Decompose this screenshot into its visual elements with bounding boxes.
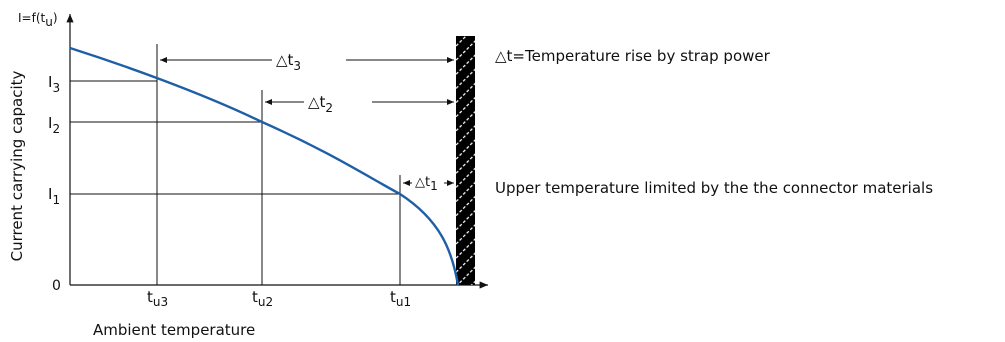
x-axis-title: Ambient temperature xyxy=(93,321,255,339)
origin-label: 0 xyxy=(52,278,61,294)
current-label-2: I2 xyxy=(48,114,60,136)
delta-label-2: △t2 xyxy=(308,93,333,115)
current-label-3: I3 xyxy=(48,73,60,95)
temp-label-2: tu2 xyxy=(252,288,273,309)
delta-label-3: △t3 xyxy=(276,51,301,73)
temp-label-3: tu3 xyxy=(147,288,168,309)
temperature-limit-bar xyxy=(456,36,475,285)
delta-legend: △t=Temperature rise by strap power xyxy=(495,47,771,65)
current-label-1: I1 xyxy=(48,185,60,207)
limit-note: Upper temperature limited by the the con… xyxy=(495,179,933,197)
y-function-label: I=f(tu) xyxy=(18,11,58,29)
delta-label-1: △t1 xyxy=(415,175,438,193)
derating-curve xyxy=(69,46,460,286)
temp-label-1: tu1 xyxy=(390,288,411,309)
y-axis-title: Current carrying capacity xyxy=(8,70,26,261)
